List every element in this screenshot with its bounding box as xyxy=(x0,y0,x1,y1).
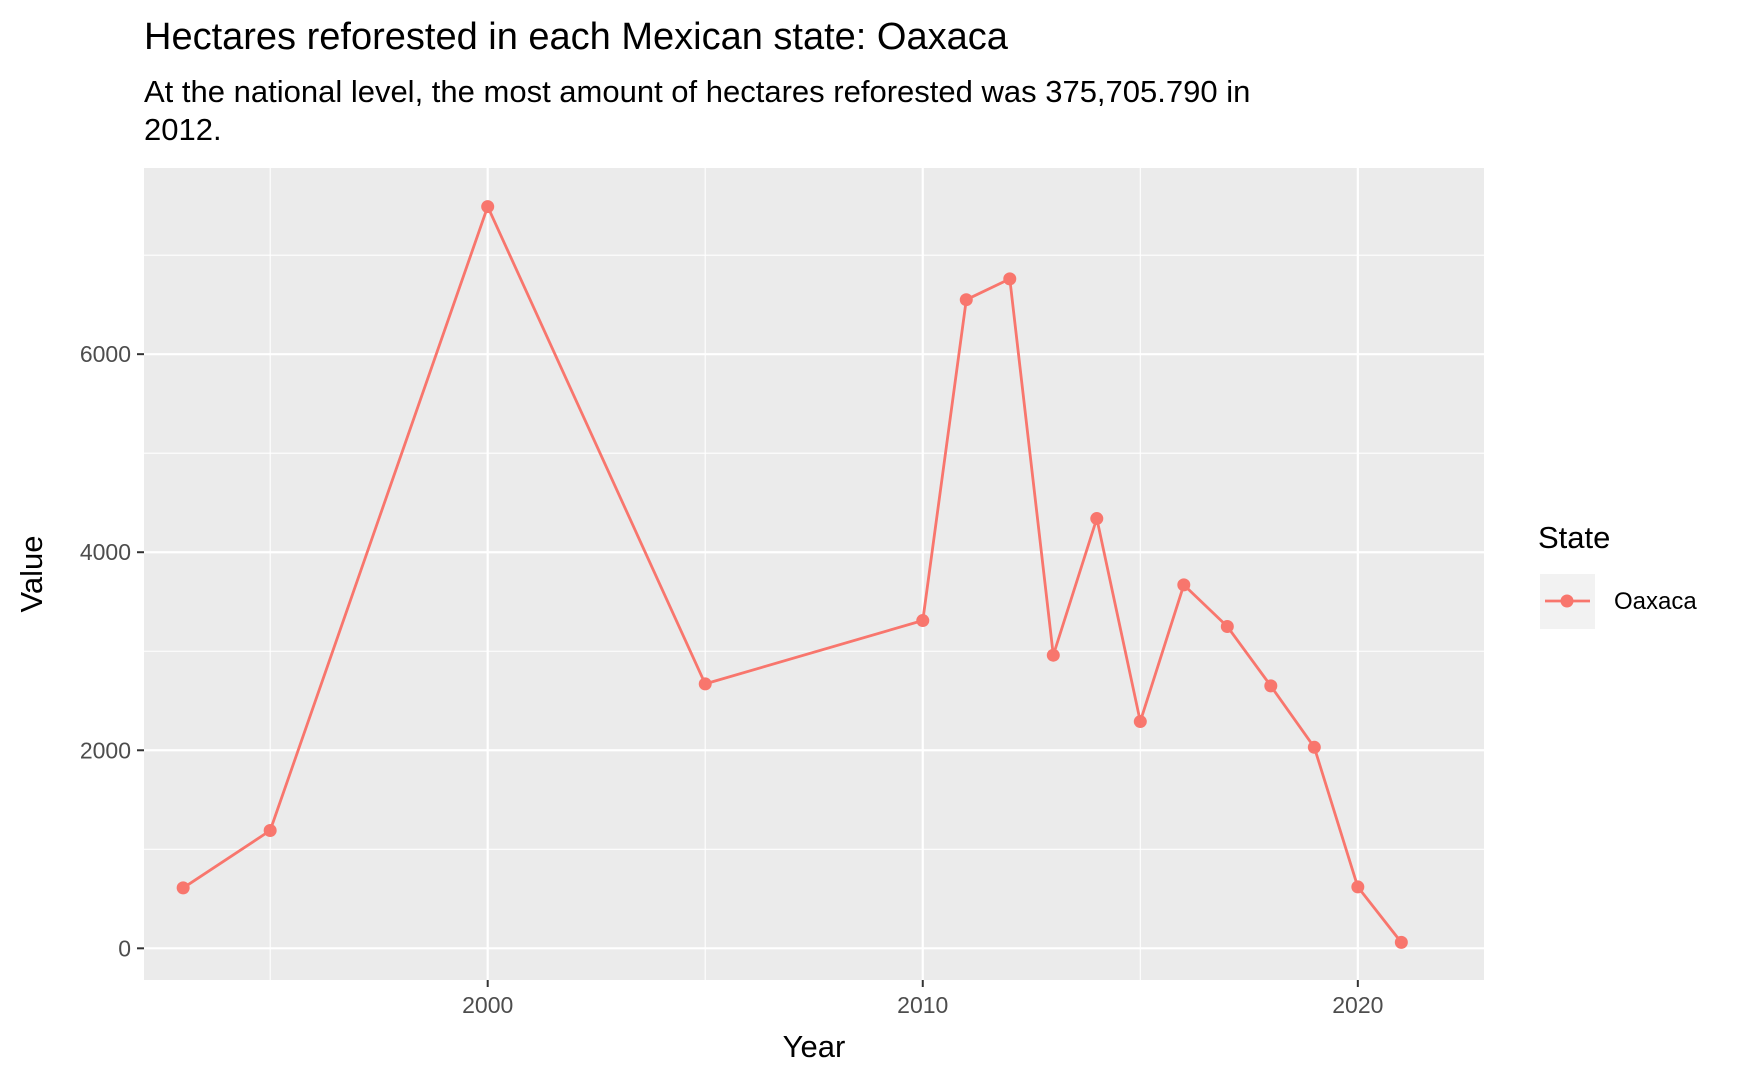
x-tick-label: 2010 xyxy=(897,992,948,1018)
data-point xyxy=(1177,578,1191,592)
data-point xyxy=(959,293,973,307)
y-tick-label: 6000 xyxy=(80,341,131,367)
data-point xyxy=(1351,880,1365,894)
legend-key-point xyxy=(1560,594,1574,608)
legend-label-oaxaca: Oaxaca xyxy=(1614,588,1697,615)
data-point xyxy=(176,881,190,895)
legend-title: State xyxy=(1538,520,1610,555)
series-layer xyxy=(176,200,1408,949)
data-point xyxy=(1394,935,1408,949)
data-point xyxy=(1264,679,1278,693)
y-tick-label: 0 xyxy=(118,935,131,961)
x-tick-label: 2020 xyxy=(1332,992,1383,1018)
data-point xyxy=(1307,740,1321,754)
data-point xyxy=(1090,512,1104,526)
data-point xyxy=(698,677,712,691)
series-line-oaxaca xyxy=(182,205,1403,944)
data-point xyxy=(1133,715,1147,729)
tick-labels: 2000 2010 2020 0 2000 4000 6000 xyxy=(80,341,1384,1018)
data-point xyxy=(1003,272,1017,286)
y-tick-label: 4000 xyxy=(80,539,131,565)
x-axis-title: Year xyxy=(783,1029,846,1064)
x-tick-label: 2000 xyxy=(462,992,513,1018)
data-point xyxy=(481,200,495,214)
y-axis-title: Value xyxy=(14,536,49,613)
data-point xyxy=(263,823,277,837)
plot-panel xyxy=(144,168,1484,980)
y-tick-label: 2000 xyxy=(80,737,131,763)
data-point xyxy=(916,614,930,628)
axis-ticks xyxy=(137,353,1359,987)
major-gridlines xyxy=(144,168,1484,980)
data-point xyxy=(1046,648,1060,662)
chart-title: Hectares reforested in each Mexican stat… xyxy=(144,16,1009,58)
data-point xyxy=(1220,619,1234,633)
legend: State Oaxaca xyxy=(1538,520,1697,629)
chart-subtitle-line-1: At the national level, the most amount o… xyxy=(144,74,1250,109)
chart-subtitle-line-2: 2012. xyxy=(144,112,222,147)
